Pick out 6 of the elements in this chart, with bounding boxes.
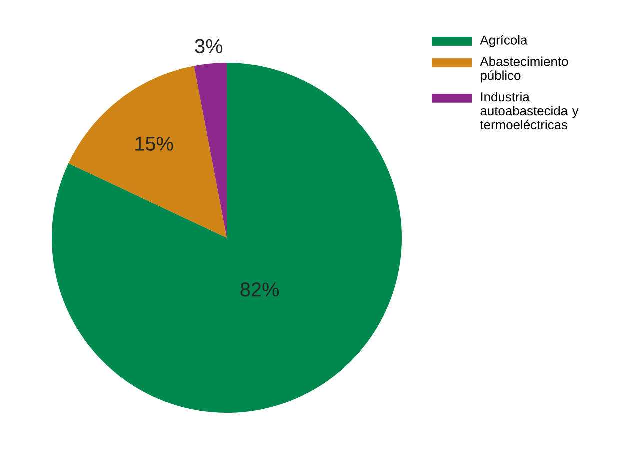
legend-label: Agrícola — [480, 35, 528, 48]
data-label: 3% — [195, 39, 223, 54]
legend-label: Abastecimiento público — [480, 56, 568, 83]
legend-label: Industria autoabastecida y termoeléctricas — [480, 92, 579, 130]
data-label: 82% — [240, 282, 280, 297]
data-label: 15% — [136, 136, 174, 151]
